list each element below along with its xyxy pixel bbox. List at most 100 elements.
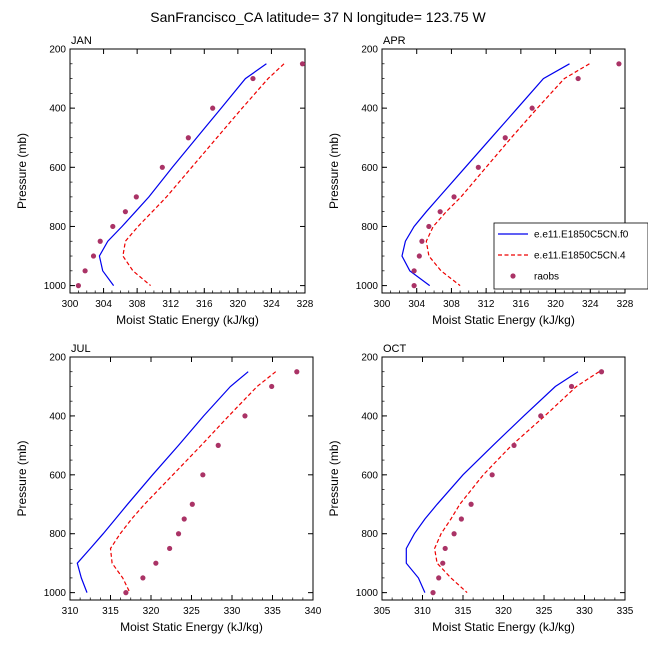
x-tick-label: 310 [414, 606, 431, 617]
figure-title: SanFrancisco_CA latitude= 37 N longitude… [150, 9, 486, 25]
raobs-point [489, 472, 495, 478]
y-tick-label: 600 [49, 470, 66, 481]
raobs-point [153, 560, 159, 566]
y-tick-label: 800 [361, 529, 378, 540]
x-tick-label: 308 [129, 299, 146, 310]
raobs-point [159, 164, 165, 170]
raobs-point [175, 531, 182, 537]
raobs-point [451, 531, 457, 537]
raobs-point [294, 369, 300, 375]
raobs-point [181, 516, 187, 522]
plot-frame [69, 48, 306, 294]
raobs-point [468, 501, 474, 507]
raobs-point [451, 194, 457, 200]
y-tick-label: 600 [361, 470, 378, 481]
raobs-point [426, 223, 432, 230]
raobs-point [411, 268, 417, 274]
plot-frame [381, 356, 626, 601]
y-axis-label: Pressure (mb) [15, 440, 29, 516]
x-tick-label: 304 [408, 299, 425, 310]
panel-apr: APR 300 304 308 312 316 320 324 328 200 400 600 800 1… [327, 35, 634, 327]
x-tick-label: 325 [183, 606, 200, 617]
raobs-point [529, 105, 535, 111]
legend-label: e.e11.E1850C5CN.f0 [534, 230, 629, 241]
legend-marker-raobs [510, 273, 516, 279]
x-tick-label: 325 [536, 606, 553, 617]
raobs-point [97, 238, 103, 244]
raobs-point [437, 209, 443, 215]
raobs-point [82, 268, 88, 274]
series-line-4 [433, 371, 600, 594]
x-tick-label: 312 [478, 299, 495, 310]
raobs-point [110, 223, 116, 230]
x-tick-label: 300 [374, 299, 391, 310]
x-tick-label: 340 [305, 606, 322, 617]
x-tick-label: 320 [143, 606, 160, 617]
panel-jan: JAN 300 304 308 312 316 320 324 328 200 400 600 800 1… [15, 35, 314, 327]
raobs-point [299, 61, 306, 67]
x-axis-label: Moist Static Energy (kJ/kg) [432, 620, 575, 634]
x-tick-label: 310 [62, 606, 79, 617]
y-tick-label: 800 [49, 529, 66, 540]
y-tick-label: 1000 [44, 281, 67, 292]
raobs-point [475, 164, 481, 170]
x-tick-label: 315 [455, 606, 472, 617]
raobs-point [511, 442, 517, 448]
legend-label: e.e11.E1850C5CN.4 [534, 251, 626, 262]
raobs-point [575, 75, 581, 82]
y-tick-label: 400 [361, 411, 378, 422]
x-tick-label: 330 [224, 606, 241, 617]
raobs-point [122, 209, 128, 215]
y-axis-label: Pressure (mb) [15, 133, 29, 209]
legend: e.e11.E1850C5CN.f0 e.e11.E1850C5CN.4 raobs [493, 222, 648, 290]
x-tick-label: 328 [297, 299, 314, 310]
raobs-point [502, 135, 508, 141]
raobs-point [442, 545, 448, 552]
series-line-4 [425, 63, 590, 287]
raobs-point [538, 413, 544, 419]
y-tick-label: 200 [361, 45, 378, 56]
raobs-point [568, 383, 575, 390]
raobs-point [215, 442, 221, 448]
raobs-point [250, 75, 256, 82]
raobs-point [200, 472, 206, 478]
raobs-point [598, 369, 605, 375]
x-tick-label: 320 [495, 606, 512, 617]
legend-label: raobs [534, 272, 559, 283]
raobs-point [210, 105, 216, 111]
raobs-point [440, 560, 446, 566]
y-tick-label: 400 [49, 104, 66, 115]
raobs-point [416, 253, 422, 259]
x-tick-label: 335 [264, 606, 281, 617]
x-tick-label: 320 [230, 299, 247, 310]
raobs-point [430, 590, 436, 596]
raobs-point [436, 575, 442, 581]
raobs-point [419, 238, 425, 244]
x-tick-label: 300 [62, 299, 79, 310]
x-tick-label: 316 [513, 299, 530, 310]
x-tick-label: 328 [617, 299, 634, 310]
x-tick-label: 316 [196, 299, 213, 310]
raobs-point [75, 283, 81, 289]
y-tick-label: 1000 [356, 588, 379, 599]
series-line-f0 [98, 63, 267, 286]
x-axis-label: Moist Static Energy (kJ/kg) [432, 313, 575, 327]
raobs-point [616, 61, 622, 67]
raobs-point [458, 516, 464, 522]
x-tick-label: 324 [582, 299, 599, 310]
x-tick-label: 315 [102, 606, 119, 617]
series-line-f0 [405, 371, 579, 593]
series-line-4 [109, 371, 277, 593]
plot-frame [69, 356, 314, 601]
panel-title: JUL [71, 343, 91, 355]
raobs-point [133, 194, 139, 200]
y-tick-label: 1000 [356, 281, 379, 292]
y-tick-label: 400 [49, 411, 66, 422]
y-axis-label: Pressure (mb) [327, 440, 341, 516]
x-tick-label: 330 [576, 606, 593, 617]
y-tick-label: 600 [49, 163, 66, 174]
x-axis-label: Moist Static Energy (kJ/kg) [116, 313, 259, 327]
x-axis-label: Moist Static Energy (kJ/kg) [120, 620, 263, 634]
y-tick-label: 200 [49, 353, 66, 364]
